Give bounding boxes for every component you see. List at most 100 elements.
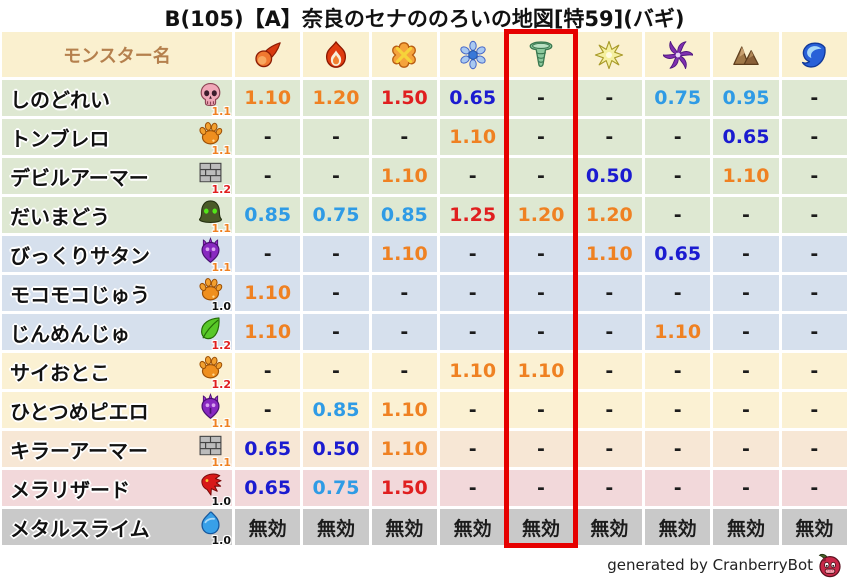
value-cell: - [508,119,574,155]
value-cell: - [508,392,574,428]
monster-name: モコモコじゅう [10,282,150,307]
monster-name-cell: キラーアーマー 1.1 [2,431,232,469]
paw-icon: 1.1 [197,120,232,157]
value-cell: 1.10 [235,275,301,311]
value-cell: - [371,353,437,389]
value-cell: - [645,275,711,311]
value-cell: - [781,275,847,311]
page-title: B(105)【A】奈良のセナののろいの地図[特59](バギ) [164,7,685,31]
value-cell: - [440,392,506,428]
value-cell: 1.10 [713,158,779,194]
value-cell: 無効 [645,509,711,545]
column-header-element-1 [235,32,301,77]
value-cell: 1.10 [371,236,437,272]
value-cell: - [713,431,779,467]
paw-icon: 1.0 [197,276,232,313]
value-cell: - [781,392,847,428]
value-cell: - [235,353,301,389]
value-cell: - [781,158,847,194]
value-cell: - [781,431,847,467]
value-cell: 無効 [576,509,642,545]
multiplier-badge: 1.2 [211,377,232,391]
value-cell: 0.65 [645,236,711,272]
value-cell: 0.85 [303,392,369,428]
column-header-element-3 [371,32,437,77]
monster-name: キラーアーマー [10,438,148,463]
mountain-icon [731,40,761,70]
paw-icon: 1.2 [197,354,232,391]
value-cell: 1.10 [235,80,301,116]
value-cell: - [713,197,779,233]
column-header-element-4 [440,32,506,77]
value-cell: - [371,275,437,311]
value-cell: 無効 [371,509,437,545]
value-cell: - [303,119,369,155]
monster-name-cell: モコモコじゅう 1.0 [2,275,232,313]
slime-icon: 1.0 [197,510,232,547]
value-cell: - [645,431,711,467]
value-cell: 0.75 [303,470,369,506]
value-cell: 0.95 [713,80,779,116]
value-cell: - [576,119,642,155]
multiplier-badge: 1.0 [211,299,232,313]
value-cell: - [645,197,711,233]
column-header-element-7 [645,32,711,77]
multiplier-badge: 1.1 [211,143,232,157]
flame-icon [321,40,351,70]
skull-icon: 1.1 [197,81,232,118]
value-cell: - [235,119,301,155]
column-header-element-8 [713,32,779,77]
multiplier-badge: 1.1 [211,104,232,118]
value-cell: 0.85 [235,197,301,233]
value-cell: 無効 [508,509,574,545]
trident-icon: 1.1 [197,236,231,273]
multiplier-badge: 1.1 [211,455,232,469]
monster-name: だいまどう [10,204,110,229]
value-cell: - [371,119,437,155]
wave-icon [799,40,829,70]
value-cell: 1.20 [576,197,642,233]
hood-icon: 1.1 [197,198,231,234]
multiplier-badge: 1.1 [211,416,232,430]
value-cell: 無効 [235,509,301,545]
value-cell: - [713,470,779,506]
monster-name-cell: ひとつめピエロ 1.1 [2,392,232,430]
value-cell: - [781,80,847,116]
multiplier-badge: 1.0 [211,533,232,547]
value-cell: - [371,314,437,350]
footer-credit: generated by CranberryBot [607,552,843,578]
monster-name-cell: トンブレロ 1.1 [2,119,232,157]
value-cell: - [576,314,642,350]
value-cell: - [645,392,711,428]
column-header-element-6 [576,32,642,77]
monster-name: じんめんじゅ [10,321,130,346]
value-cell: 無効 [713,509,779,545]
value-cell: 1.20 [508,197,574,233]
value-cell: 無効 [303,509,369,545]
value-cell: 1.10 [508,353,574,389]
value-cell: - [645,353,711,389]
multiplier-badge: 1.0 [211,494,232,508]
value-cell: 0.65 [440,80,506,116]
value-cell: 1.25 [440,197,506,233]
snowflake-icon [458,40,488,70]
value-cell: - [713,314,779,350]
value-cell: - [781,236,847,272]
cranberry-icon [817,552,843,578]
resistance-table: モンスター名 しのどれい 1.1 1.10 1.20 1.50 0.65- -0.75 0.95… [2,32,847,547]
value-cell: - [303,314,369,350]
value-cell: - [713,236,779,272]
value-cell: 1.50 [371,470,437,506]
value-cell: 0.65 [235,470,301,506]
value-cell: - [508,80,574,116]
value-cell: - [576,392,642,428]
value-cell: 1.10 [440,353,506,389]
value-cell: - [645,119,711,155]
value-cell: 1.10 [645,314,711,350]
monster-name: トンブレロ [10,126,110,151]
value-cell: 0.75 [303,197,369,233]
value-cell: - [303,275,369,311]
value-cell: - [781,470,847,506]
dragon-icon: 1.0 [197,471,232,508]
column-header-element-2 [303,32,369,77]
